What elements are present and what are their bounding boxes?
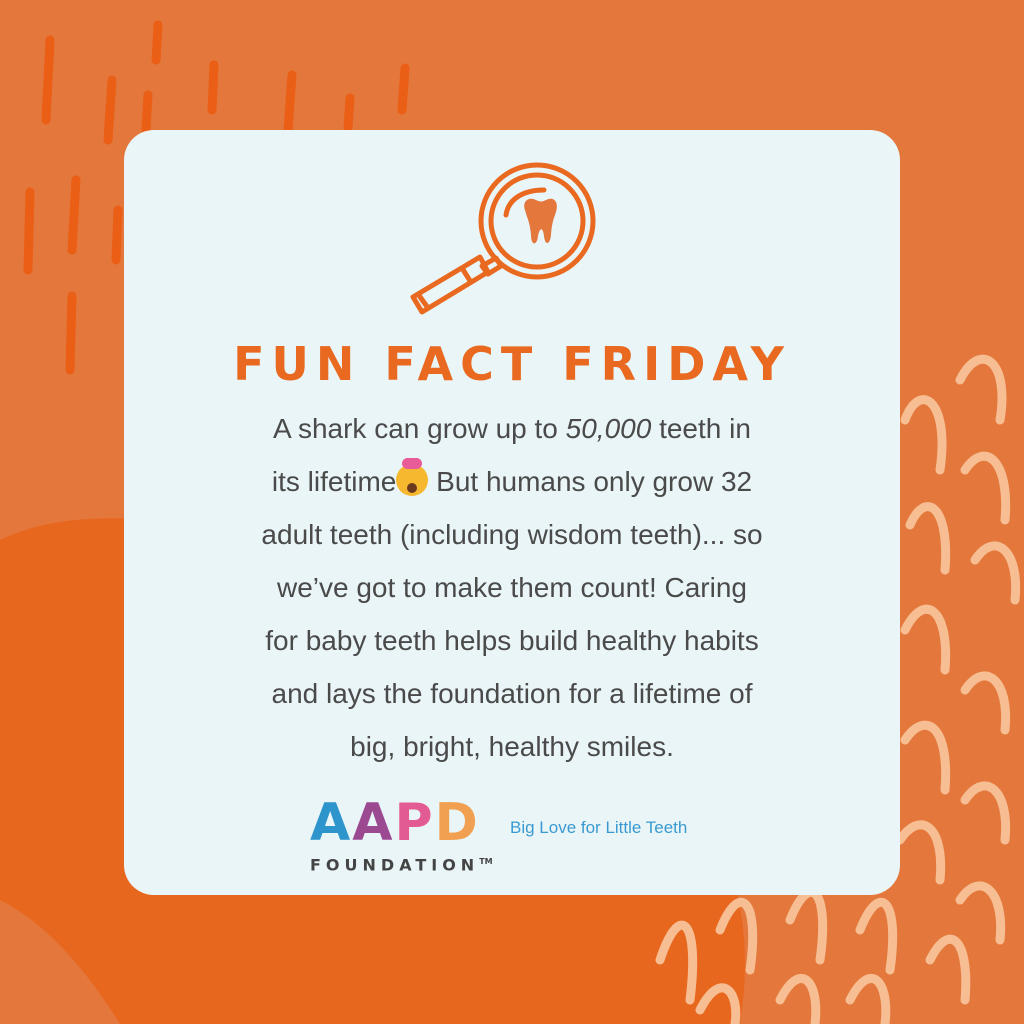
- arc-strokes: [655, 354, 1021, 1024]
- tooth-icon: [524, 198, 557, 244]
- background-blob-light: [0, 900, 120, 1024]
- dash-strokes: [23, 20, 410, 375]
- card-content: FUN FACT FRIDAY A shark can grow up to 5…: [124, 130, 900, 895]
- logo-letter: A: [310, 793, 351, 853]
- text-line: we’ve got to make them count! Caring: [276, 572, 747, 603]
- aapd-foundation-logo: A A P D FOUNDATIONTM: [310, 793, 493, 875]
- logo-letter: P: [394, 793, 433, 853]
- exploding-head-emoji-icon: [396, 458, 429, 496]
- text: teeth in: [651, 413, 751, 444]
- text: its lifetime: [271, 466, 397, 497]
- emphasis-number: 50,000: [565, 413, 652, 444]
- logo-letter: A: [352, 793, 393, 853]
- text-line: A shark can grow up to 50,000 teeth in: [134, 402, 890, 455]
- text-line: adult teeth (including wisdom teeth)... …: [261, 519, 763, 550]
- text-line: and lays the foundation for a lifetime o…: [271, 678, 753, 709]
- text: But humans only grow 32: [428, 466, 753, 497]
- text-line: big, bright, healthy smiles.: [350, 731, 674, 762]
- fact-text: A shark can grow up to 50,000 teeth in i…: [134, 402, 890, 773]
- logo-subtitle: FOUNDATION: [310, 855, 480, 875]
- text: A shark can grow up to: [273, 413, 566, 444]
- magnifying-glass-tooth-icon: [410, 162, 596, 315]
- text-line: for baby teeth helps build healthy habit…: [265, 625, 759, 656]
- trademark: TM: [479, 857, 493, 866]
- text-line: its lifetime But humans only grow 32: [134, 455, 890, 508]
- logo-letter: D: [434, 793, 478, 853]
- title: FUN FACT FRIDAY: [233, 337, 791, 391]
- tagline: Big Love for Little Teeth: [510, 818, 688, 837]
